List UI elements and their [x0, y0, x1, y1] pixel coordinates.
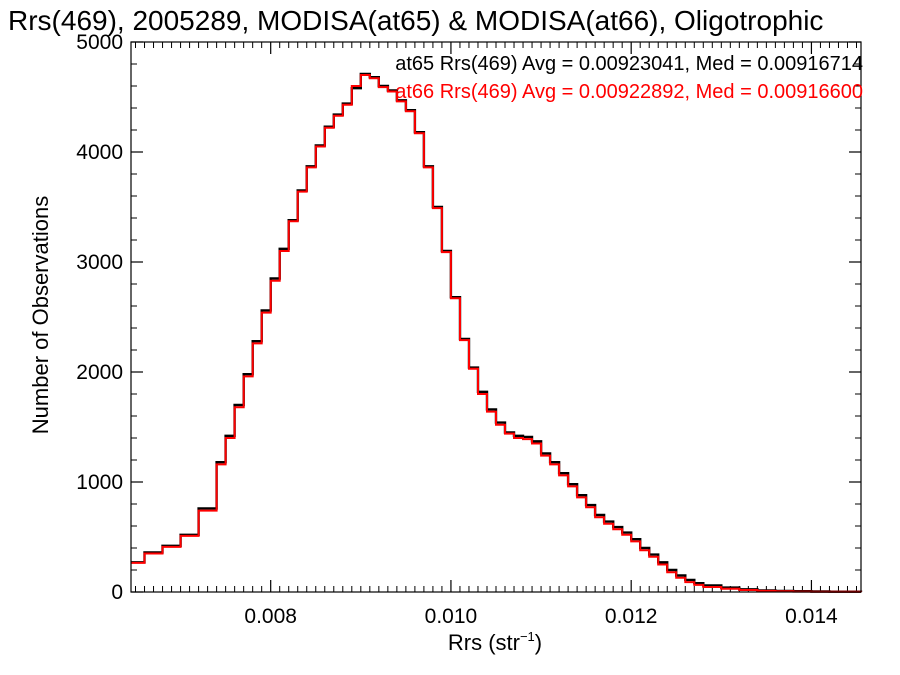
series-at66-line: [131, 74, 862, 593]
x-axis-label-close: ): [535, 630, 542, 655]
y-tick-label: 2000: [76, 361, 123, 384]
legend-entry-at66: at66 Rrs(469) Avg = 0.00922892, Med = 0.…: [395, 81, 863, 103]
y-tick-label: 1000: [76, 471, 123, 494]
y-tick-label: 3000: [76, 251, 123, 274]
series-group: [131, 72, 863, 593]
y-tick-label: 4000: [76, 141, 123, 164]
axis-ticks: 0 1000 2000 3000 4000 5000 0.008 0.010 0.012 0.01…: [76, 31, 861, 628]
y-axis-label: Number of Observations: [28, 196, 53, 434]
legend-entry-at65: at65 Rrs(469) Avg = 0.00923041, Med = 0.…: [395, 53, 863, 75]
x-axis-label: Rrs (str−1): [448, 629, 542, 655]
x-tick-label: 0.014: [785, 605, 838, 628]
legend: at65 Rrs(469) Avg = 0.00923041, Med = 0.…: [395, 53, 863, 103]
y-tick-label: 0: [111, 581, 123, 604]
x-axis-label-main: Rrs (str: [448, 630, 520, 655]
y-tick-label: 5000: [76, 31, 123, 54]
x-tick-label: 0.008: [244, 605, 297, 628]
x-tick-label: 0.012: [605, 605, 658, 628]
plot-frame: [130, 41, 862, 593]
x-axis-label-sup: −1: [520, 629, 535, 644]
x-tick-label: 0.010: [425, 605, 478, 628]
chart-title: Rrs(469), 2005289, MODISA(at65) & MODISA…: [8, 5, 823, 36]
series-at65-line: [131, 72, 863, 593]
